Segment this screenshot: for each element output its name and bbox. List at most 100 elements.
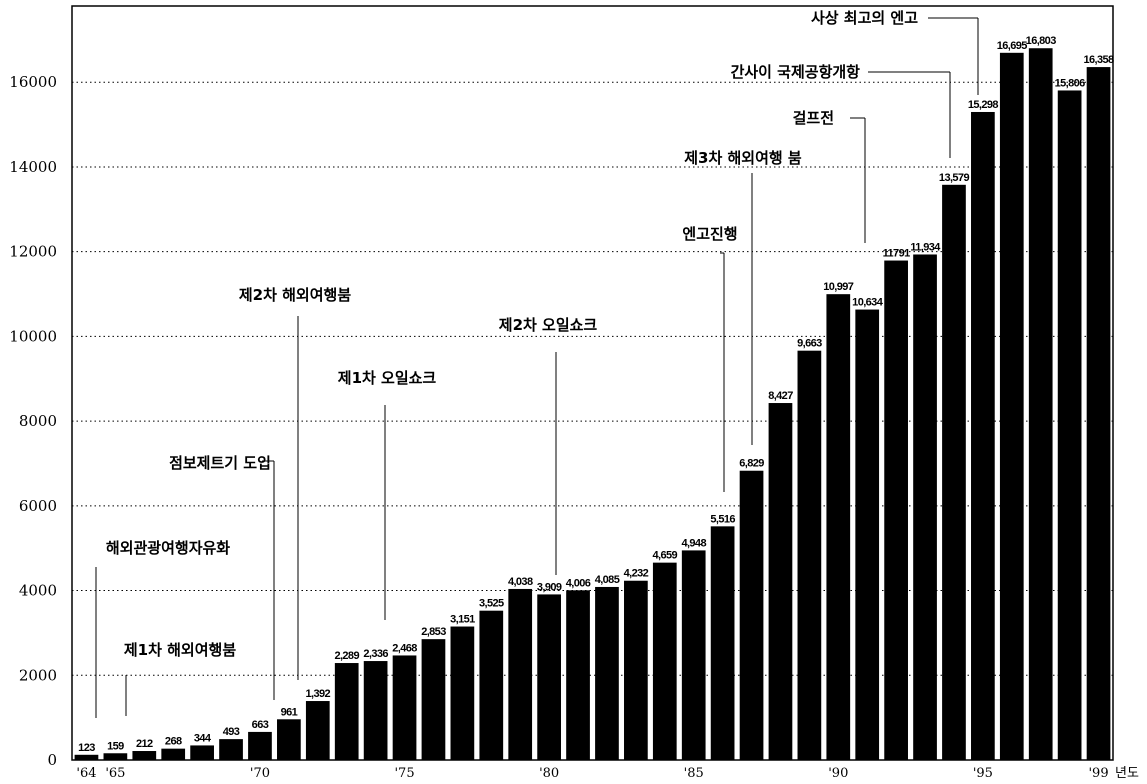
y-tick-label: 4000 [19, 582, 57, 600]
bar [1057, 90, 1082, 760]
x-tick-label: '65 [105, 766, 125, 781]
bar [74, 754, 99, 760]
x-tick-label: '99 [1088, 766, 1108, 781]
plot-frame [71, 5, 1114, 761]
data-label: 212 [136, 738, 153, 750]
data-label: 663 [252, 719, 269, 731]
bar [652, 562, 677, 760]
bar [305, 701, 330, 760]
data-label: 2,468 [392, 642, 417, 654]
data-label: 8,427 [768, 390, 793, 402]
bar [1086, 67, 1111, 761]
data-label: 15,806 [1055, 77, 1086, 89]
x-tick-label: '85 [684, 766, 704, 781]
x-tick-label: '75 [394, 766, 414, 781]
data-label: 344 [194, 732, 212, 744]
data-labels: 123 159 212 268 344 493 663 961 1,392 2,289 2,336 2… [78, 35, 1114, 754]
bar [132, 751, 157, 760]
bar [334, 663, 359, 760]
bar [681, 550, 706, 760]
bar [884, 260, 908, 760]
data-label: 5,516 [710, 513, 735, 525]
x-tick-label: '80 [539, 766, 559, 781]
data-label: 11,934 [910, 241, 941, 253]
bar [710, 526, 735, 760]
annotation-label: 제1차 오일쇼크 [338, 369, 437, 387]
bar [942, 184, 966, 760]
bar [855, 309, 880, 760]
data-label: 16,695 [997, 40, 1028, 52]
bar [219, 739, 243, 760]
data-label: 16,358 [1084, 54, 1115, 66]
y-tick-label: 2000 [19, 666, 57, 684]
data-label: 4,232 [624, 568, 649, 580]
data-label: 11791 [883, 248, 910, 260]
bar [624, 580, 648, 760]
data-label: 13,579 [939, 172, 970, 184]
data-label: 15,298 [968, 99, 999, 111]
bar [277, 719, 301, 760]
x-tick-label: '64 [76, 766, 96, 781]
x-axis-ticks: '64 '65 '70 '75 '80 '85 '90 '95 '99 [76, 766, 1108, 781]
data-label: 1,392 [306, 688, 331, 700]
bar [537, 594, 561, 760]
annotation-label: 점보제트기 도입 [169, 454, 271, 472]
data-label: 10,997 [823, 281, 854, 293]
data-label: 2,289 [334, 650, 359, 662]
y-tick-label: 16000 [9, 73, 57, 91]
y-tick-label: 14000 [9, 158, 57, 176]
bars [74, 48, 1111, 761]
x-tick-label: '95 [973, 766, 993, 781]
data-label: 4,038 [508, 576, 533, 588]
data-label: 16,803 [1026, 35, 1057, 47]
annotation-label: 제2차 해외여행붐 [239, 286, 351, 304]
bar [508, 588, 533, 760]
annotation-label: 제1차 해외여행붐 [124, 641, 236, 659]
bar [566, 590, 590, 760]
bar [479, 610, 504, 760]
data-label: 9,663 [797, 338, 822, 350]
annotation-label: 사상 최고의 엔고 [811, 9, 918, 27]
bar [392, 655, 417, 760]
data-label: 3,151 [450, 614, 475, 626]
y-tick-label: 12000 [9, 243, 57, 261]
bar [797, 350, 822, 760]
x-tick-label: '70 [250, 766, 270, 781]
data-label: 10,634 [852, 297, 884, 309]
bar [450, 626, 475, 760]
bar [190, 745, 214, 760]
annotation-label: 해외관광여행자유화 [106, 539, 230, 557]
data-label: 159 [107, 740, 124, 752]
y-tick-label: 10000 [9, 327, 57, 345]
y-tick-label: 0 [47, 751, 57, 769]
annotation-label: 간사이 국제공항개항 [731, 63, 861, 81]
data-label: 6,829 [739, 458, 764, 470]
bar [999, 52, 1024, 760]
x-tick-label: '90 [828, 766, 848, 781]
bar [363, 661, 388, 760]
data-label: 4,948 [681, 537, 706, 549]
data-label: 4,085 [595, 574, 620, 586]
annotation-label: 제2차 오일쇼크 [499, 316, 598, 334]
data-label: 4,006 [566, 577, 591, 589]
annotation-label: 엔고진행 [682, 225, 737, 243]
data-label: 3,525 [479, 598, 504, 610]
bar [913, 254, 937, 760]
bar [103, 753, 128, 760]
data-label: 2,853 [421, 626, 446, 638]
bar [161, 748, 186, 760]
annotation-label: 제3차 해외여행 붐 [684, 149, 802, 167]
y-tick-label: 8000 [19, 412, 57, 430]
data-label: 493 [223, 726, 240, 738]
data-label: 961 [281, 706, 298, 718]
y-tick-label: 6000 [19, 497, 57, 515]
bar [768, 403, 793, 760]
data-label: 268 [165, 736, 182, 748]
data-label: 3,909 [537, 581, 562, 593]
data-label: 123 [78, 742, 95, 754]
data-label: 4,659 [653, 550, 678, 562]
annotation-label: 걸프전 [793, 109, 834, 127]
bar [421, 639, 446, 760]
